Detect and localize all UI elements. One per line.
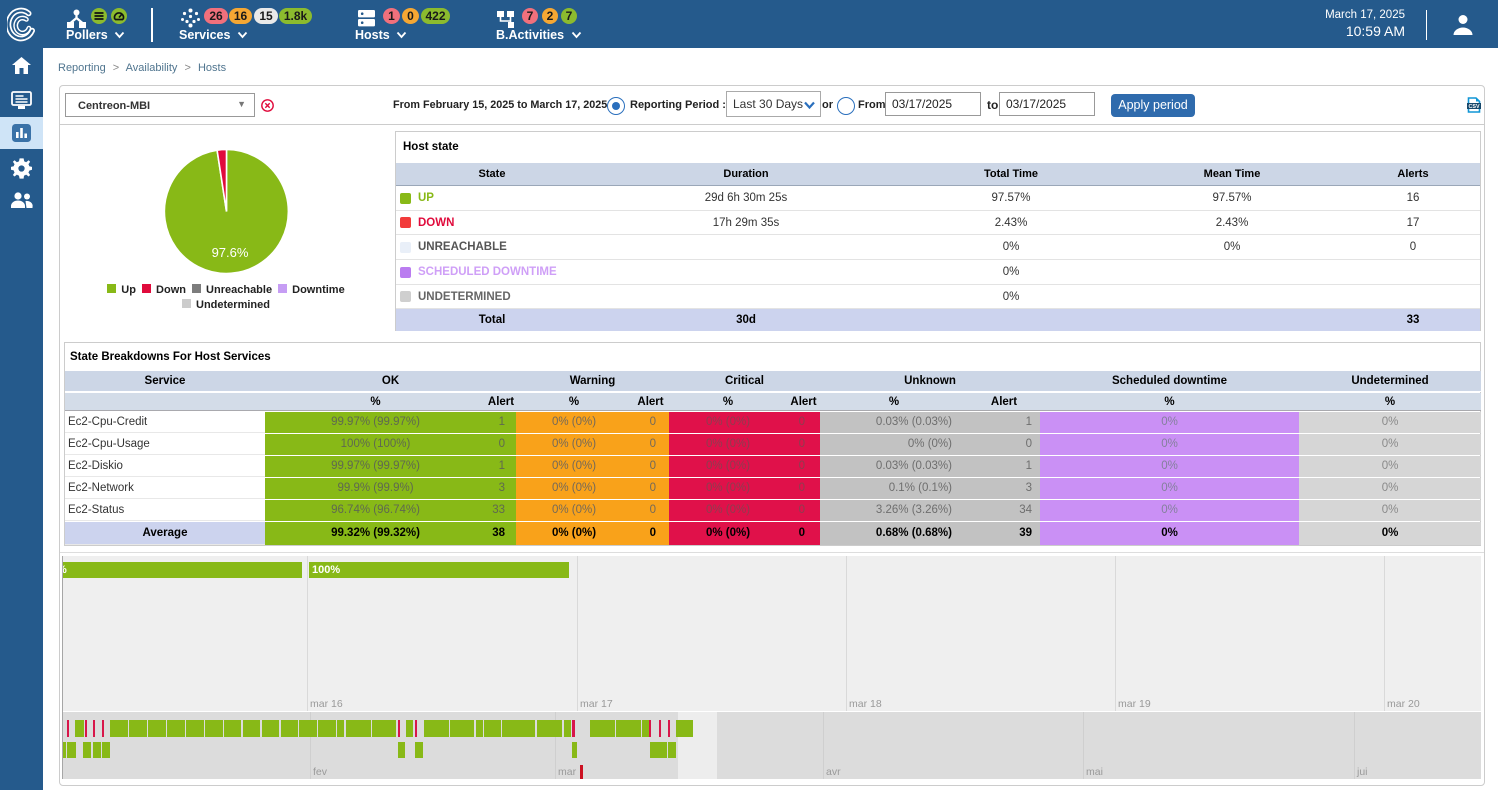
svg-text:97.6%: 97.6% — [212, 245, 249, 260]
svg-text:CSV: CSV — [1468, 104, 1479, 110]
